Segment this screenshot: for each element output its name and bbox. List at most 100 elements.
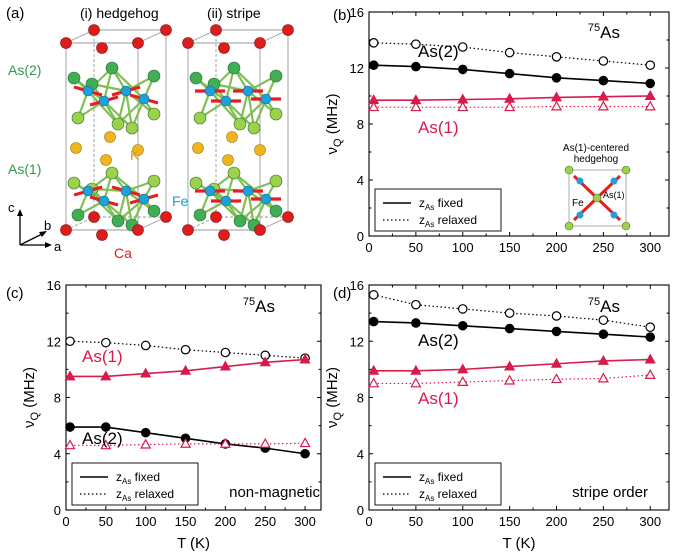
data-point bbox=[550, 357, 563, 368]
x-tick-label: 0 bbox=[365, 514, 372, 529]
y-tick-label: 0 bbox=[54, 503, 61, 518]
data-point bbox=[504, 101, 516, 112]
data-point bbox=[411, 61, 421, 72]
data-point bbox=[597, 372, 609, 383]
fe-as-bond bbox=[225, 100, 255, 129]
data-point bbox=[101, 337, 111, 348]
fe-atom bbox=[98, 195, 110, 207]
data-point bbox=[598, 56, 609, 66]
y-tick-label: 16 bbox=[47, 278, 61, 293]
data-point bbox=[597, 100, 609, 111]
as-atom bbox=[67, 176, 81, 190]
ca-atom bbox=[282, 211, 294, 223]
as-atom bbox=[147, 107, 161, 121]
data-point bbox=[504, 47, 515, 58]
corner-note: stripe order bbox=[572, 484, 648, 501]
data-point bbox=[180, 344, 191, 355]
y-tick-label: 12 bbox=[350, 334, 364, 349]
y-axis-label: νQ (MHz) bbox=[324, 367, 344, 428]
series-label: As(2) bbox=[82, 429, 123, 448]
fe-as-bond bbox=[233, 67, 267, 100]
data-point bbox=[457, 320, 468, 331]
data-point bbox=[504, 323, 515, 334]
x-tick-label: 100 bbox=[452, 240, 474, 255]
fe-as-bond bbox=[103, 100, 133, 129]
panel-a-title-hedgehog: (i) hedgehog bbox=[80, 5, 159, 21]
data-point bbox=[457, 376, 469, 386]
data-point bbox=[457, 42, 468, 52]
x-tick-label: 0 bbox=[62, 514, 69, 529]
fe-as-bond bbox=[209, 90, 241, 125]
x-tick-label: 200 bbox=[546, 240, 568, 255]
data-point bbox=[140, 340, 151, 351]
as-atom bbox=[233, 117, 247, 131]
inset-as-atom bbox=[564, 221, 574, 231]
inset-as-atom bbox=[621, 221, 631, 231]
chart-panel-c: (c) 0 50 100 150 200 250 300 0 4 8 12 16 νQ (MHz) T (K… bbox=[6, 278, 322, 552]
legend-text-fixed: zAs fixed bbox=[116, 470, 160, 486]
as-atom bbox=[193, 208, 207, 222]
ca-atom bbox=[282, 24, 294, 36]
legend-box bbox=[374, 462, 502, 506]
data-point bbox=[299, 437, 311, 448]
inset-fe-atom bbox=[610, 177, 618, 185]
inset-as-atom bbox=[621, 165, 631, 175]
data-point bbox=[64, 439, 76, 450]
as-atom bbox=[269, 174, 283, 188]
y-tick-label: 4 bbox=[54, 447, 61, 462]
as-atom bbox=[105, 166, 119, 180]
as-atom bbox=[269, 204, 283, 218]
as-atom bbox=[189, 71, 203, 85]
isotope-annotation: 75As bbox=[588, 296, 620, 316]
legend-text-relaxed: zAs relaxed bbox=[116, 487, 174, 503]
ca-atom bbox=[132, 37, 144, 49]
fe-atom bbox=[242, 185, 254, 197]
data-point bbox=[644, 353, 656, 364]
x-tick-label: 100 bbox=[135, 514, 157, 529]
label-as2-atom: As(2) bbox=[8, 62, 41, 78]
panel-letter: (d) bbox=[333, 285, 351, 302]
inset-fe-atom bbox=[576, 211, 584, 219]
data-point bbox=[551, 311, 562, 321]
data-point bbox=[550, 373, 563, 384]
fe-atom bbox=[260, 193, 272, 205]
data-point bbox=[457, 101, 469, 112]
y-tick-label: 16 bbox=[350, 278, 364, 293]
inset-fe-label: Fe bbox=[572, 198, 584, 209]
data-point bbox=[411, 39, 421, 49]
as-atom bbox=[227, 166, 241, 180]
x-tick-label: 300 bbox=[294, 514, 316, 529]
x-tick-label: 250 bbox=[593, 240, 615, 255]
label-fe-atom: Fe bbox=[172, 193, 189, 209]
fe-as-bond bbox=[233, 172, 267, 200]
ca-atom bbox=[160, 24, 172, 36]
data-point bbox=[457, 64, 468, 75]
y-tick-label: 16 bbox=[350, 5, 364, 20]
as-atom bbox=[71, 208, 85, 222]
panel-a-title-stripe: (ii) stripe bbox=[207, 5, 261, 21]
data-point bbox=[299, 353, 311, 364]
data-point bbox=[368, 290, 379, 300]
as-atom bbox=[269, 107, 283, 121]
inset-fe-atom bbox=[610, 211, 618, 219]
data-point bbox=[410, 101, 422, 112]
k-atom bbox=[192, 142, 204, 154]
data-point bbox=[551, 326, 562, 337]
y-tick-label: 8 bbox=[357, 117, 364, 132]
axis-a-label: a bbox=[54, 239, 62, 254]
x-tick-label: 0 bbox=[365, 240, 372, 255]
data-point bbox=[457, 363, 469, 374]
label-k-atom: K bbox=[130, 147, 140, 163]
data-point bbox=[64, 370, 76, 381]
legend-text-relaxed: zAs relaxed bbox=[419, 213, 477, 229]
k-atom bbox=[254, 144, 266, 156]
data-point bbox=[598, 329, 609, 340]
fe-atom bbox=[204, 185, 216, 197]
y-axis-label: νQ (MHz) bbox=[324, 93, 344, 154]
x-tick-label: 250 bbox=[254, 514, 276, 529]
data-point bbox=[368, 316, 379, 327]
data-point bbox=[100, 439, 112, 450]
as-atom bbox=[227, 61, 241, 75]
data-point bbox=[65, 422, 75, 432]
